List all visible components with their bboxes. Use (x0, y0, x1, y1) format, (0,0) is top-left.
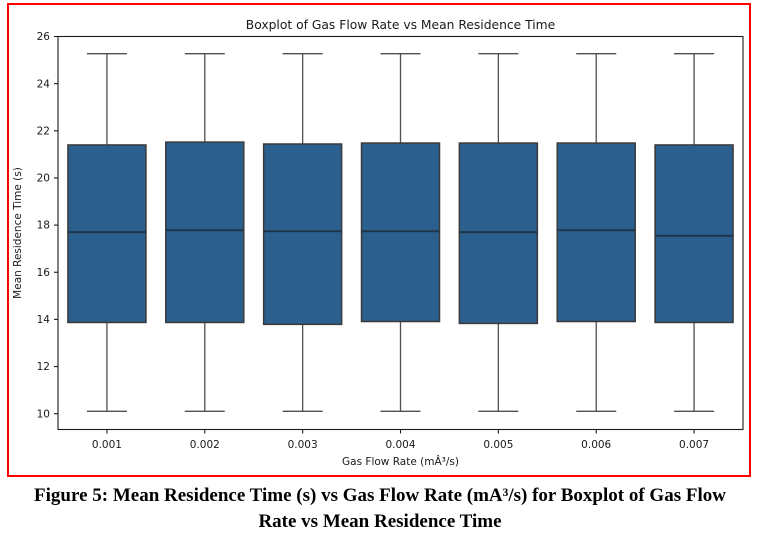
x-tick-label: 0.005 (483, 439, 513, 451)
box-0.002 (165, 53, 245, 413)
box-0.006 (556, 53, 636, 413)
y-axis: 10 12 14 16 18 20 22 24 26 Mean Residence Time (s… (12, 31, 58, 420)
iqr-box (458, 142, 539, 325)
figure-caption-text: Figure 5: Mean Residence Time (s) vs Gas… (34, 485, 726, 532)
y-tick-label: 14 (37, 314, 51, 326)
y-tick-label: 26 (37, 31, 51, 43)
box-0.003 (262, 53, 343, 413)
y-tick-label: 16 (37, 267, 51, 279)
box-0.007 (654, 53, 734, 413)
y-axis-label: Mean Residence Time (s) (12, 167, 24, 299)
x-tick-label: 0.006 (581, 439, 611, 451)
x-tick-label: 0.004 (385, 439, 415, 451)
x-tick-label: 0.001 (92, 439, 122, 451)
box-0.005 (458, 53, 539, 413)
y-tick-label: 24 (37, 78, 51, 90)
y-tick-label: 10 (37, 408, 50, 420)
box-0.001 (67, 53, 147, 413)
x-tick-label: 0.003 (288, 439, 318, 451)
chart-title: Boxplot of Gas Flow Rate vs Mean Residen… (246, 18, 555, 32)
x-tick-label: 0.007 (679, 439, 709, 451)
boxplot-chart: Boxplot of Gas Flow Rate vs Mean Residen… (12, 18, 744, 468)
iqr-box (654, 144, 734, 324)
figure-frame: Boxplot of Gas Flow Rate vs Mean Residen… (7, 3, 751, 477)
x-axis: 0.001 0.002 0.003 0.004 0.005 0.006 0.007 Gas F… (92, 429, 709, 468)
x-axis-label: Gas Flow Rate (mÂ³/s) (342, 455, 459, 468)
y-tick-label: 20 (37, 173, 50, 185)
iqr-box (262, 143, 343, 326)
y-tick-label: 12 (37, 361, 50, 373)
x-tick-label: 0.002 (190, 439, 220, 451)
iqr-box (556, 142, 636, 323)
iqr-box (360, 142, 441, 323)
iqr-box (67, 144, 147, 324)
y-tick-label: 18 (37, 220, 50, 232)
box-0.004 (360, 53, 441, 413)
iqr-box (165, 141, 245, 324)
y-tick-label: 22 (37, 125, 50, 137)
boxes (67, 53, 734, 413)
figure-caption: Figure 5: Mean Residence Time (s) vs Gas… (0, 483, 760, 535)
